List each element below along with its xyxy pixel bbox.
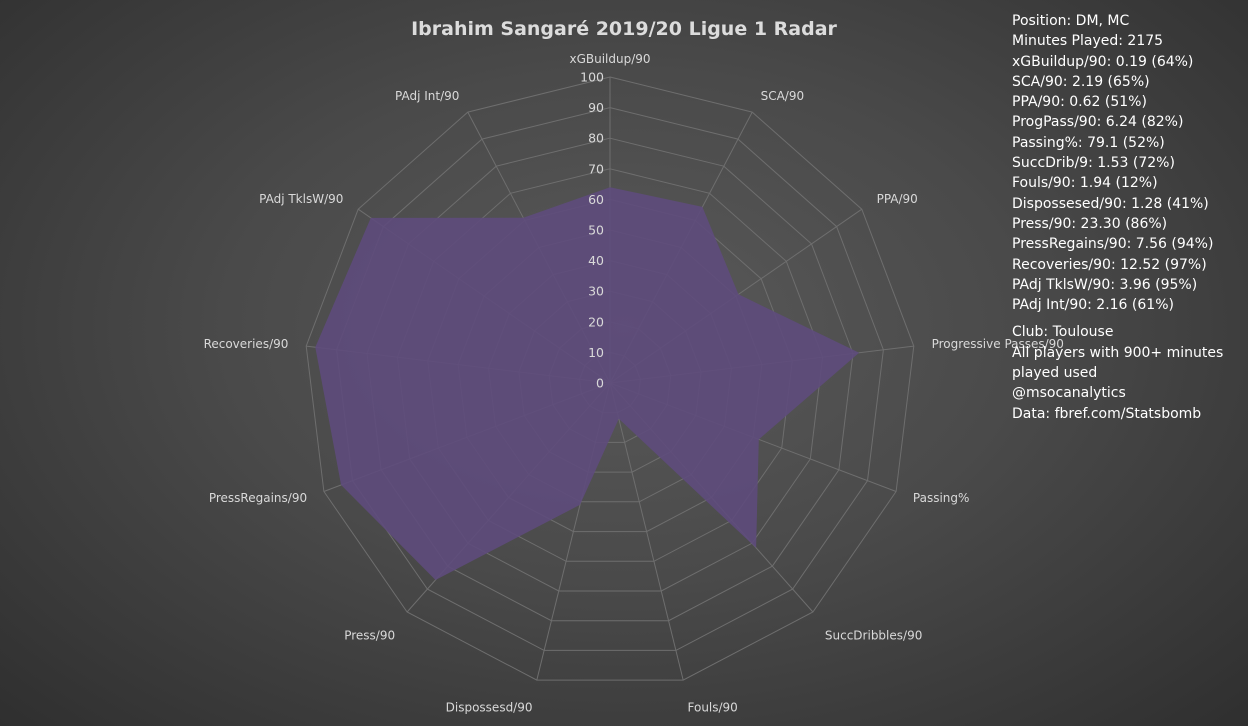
axis-label: SuccDribbles/90: [825, 629, 922, 643]
club-line: Club: Toulouse: [1012, 324, 1114, 341]
axis-label: Passing%: [913, 491, 970, 505]
stat-line: SCA/90: 2.19 (65%): [1012, 73, 1150, 90]
stat-line: xGBuildup/90: 0.19 (64%): [1012, 53, 1194, 70]
radial-tick-label: 20: [588, 314, 604, 329]
radial-tick-label: 70: [588, 161, 604, 176]
chart-title-wrap: Ibrahim Sangaré 2019/20 Ligue 1 Radar: [0, 18, 1248, 40]
radial-tick-label: 40: [588, 253, 604, 268]
stat-line: PPA/90: 0.62 (51%): [1012, 94, 1147, 111]
radial-tick-label: 10: [588, 345, 604, 360]
radial-tick-label: 100: [580, 70, 604, 85]
handle-line: @msocanalytics: [1012, 385, 1126, 402]
info-panel: Position: DM, MC Minutes Played: 2175 xGBu…: [1012, 11, 1244, 424]
axis-label: Fouls/90: [688, 701, 738, 715]
axis-label: PAdj Int/90: [395, 89, 459, 103]
axis-label: xGBuildup/90: [569, 52, 650, 66]
stat-line: Position: DM, MC: [1012, 13, 1130, 29]
axis-label: PPA/90: [877, 192, 918, 206]
stat-line: Press/90: 23.30 (86%): [1012, 215, 1168, 232]
axis-label: Progressive Passes/90: [932, 337, 1064, 351]
stat-line: PAdj TklsW/90: 3.96 (95%): [1012, 276, 1198, 293]
radial-tick-label: 30: [588, 284, 604, 299]
radial-tick-labels: 0 10 20 30 40 50 60 70 80 90 100: [580, 70, 604, 391]
stat-line: Fouls/90: 1.94 (12%): [1012, 175, 1158, 192]
chart-title: Ibrahim Sangaré 2019/20 Ligue 1 Radar: [411, 18, 837, 40]
note-line: All players with 900+ minutes played use…: [1012, 344, 1224, 382]
stat-line: Passing%: 79.1 (52%): [1012, 134, 1165, 151]
stats-list: Position: DM, MC Minutes Played: 2175 xGBu…: [1012, 11, 1244, 315]
stat-line: Dispossesed/90: 1.28 (41%): [1012, 195, 1209, 212]
stat-line: Recoveries/90: 12.52 (97%): [1012, 256, 1207, 273]
axis-label: SCA/90: [761, 89, 805, 103]
axis-label: Recoveries/90: [204, 337, 289, 351]
radar-series: [315, 187, 860, 581]
axis-labels: xGBuildup/90 SCA/90 PPA/90 Progressive Pass…: [204, 52, 1064, 715]
axis-label: PressRegains/90: [209, 491, 307, 505]
radial-tick-label: 90: [588, 100, 604, 115]
stat-line: PressRegains/90: 7.56 (94%): [1012, 236, 1214, 253]
source-line: Data: fbref.com/Statsbomb: [1012, 405, 1202, 422]
stat-line: Minutes Played: 2175: [1012, 33, 1164, 50]
series-area: [315, 187, 860, 580]
radial-tick-label: 80: [588, 131, 604, 146]
radial-tick-label: 50: [588, 223, 604, 238]
grid-ring: [305, 76, 915, 681]
stat-line: ProgPass/90: 6.24 (82%): [1012, 114, 1184, 131]
stat-line: SuccDrib/9: 1.53 (72%): [1012, 155, 1175, 172]
axis-label: Press/90: [344, 629, 395, 643]
radial-tick-label: 60: [588, 192, 604, 207]
axis-label: PAdj TklsW/90: [259, 192, 343, 206]
axis-label: Dispossesd/90: [446, 701, 533, 715]
grid-spoke: [609, 382, 684, 681]
stat-line: PAdj Int/90: 2.16 (61%): [1012, 297, 1174, 314]
radial-tick-label: 0: [596, 376, 604, 391]
